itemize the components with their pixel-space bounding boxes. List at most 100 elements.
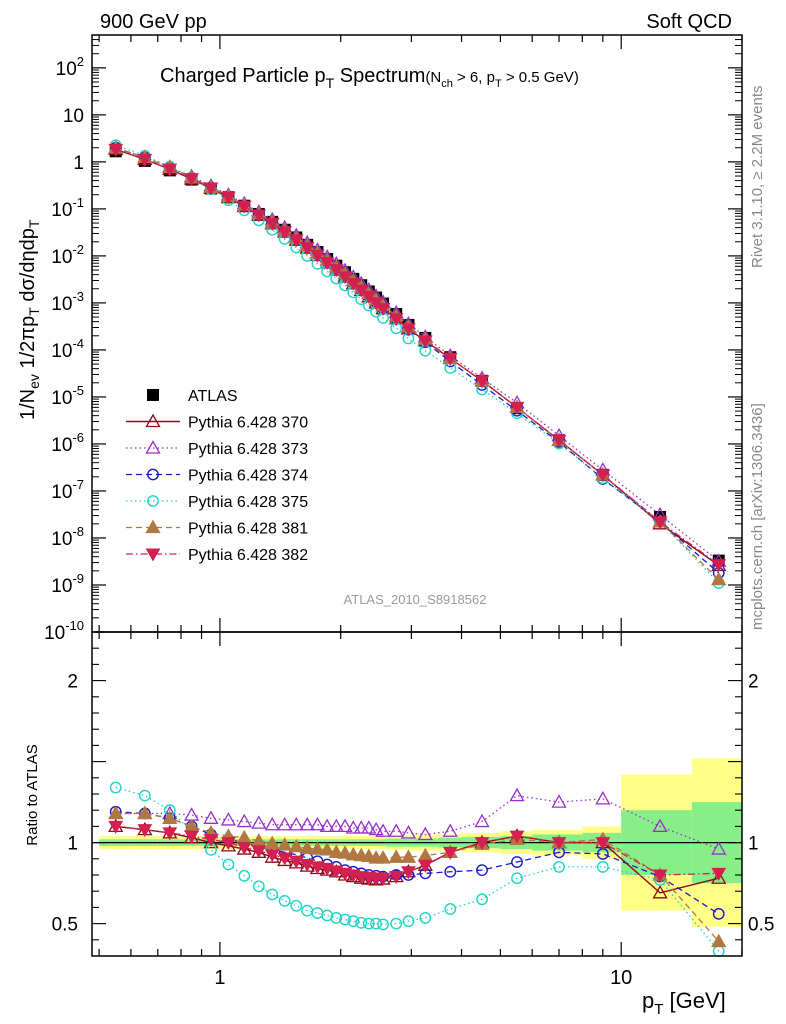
ratio-point [417, 847, 433, 862]
spectrum-point [353, 284, 369, 298]
ratio-point [203, 834, 219, 849]
side-label-mcplots: mcplots.cern.ch [arXiv:1306.3436] [749, 403, 766, 630]
ratio-point [442, 823, 458, 837]
y-tick-label: 10-1 [51, 195, 84, 221]
ratio-y-tick-label-right: 2 [748, 672, 759, 693]
ratio-point [361, 820, 377, 834]
ratio-y-tick-label: 0.5 [52, 915, 78, 936]
spectrum-point [652, 516, 668, 530]
ratio-point [339, 913, 351, 926]
title-cond-sub1: ch [441, 78, 453, 90]
spectrum-point [319, 257, 335, 271]
ratio-point [220, 812, 237, 826]
ratio-point [288, 855, 304, 869]
ratio-point [251, 815, 267, 829]
ratio-point [442, 846, 458, 860]
ratio-point [400, 849, 417, 863]
ratio-point [595, 791, 611, 805]
ratio-point [108, 805, 124, 820]
ratio-point [299, 816, 315, 831]
spectrum-point [108, 143, 124, 157]
ratio-point [551, 794, 567, 808]
header-right: Soft QCD [646, 11, 732, 33]
ratio-point [183, 807, 200, 821]
legend-marker [145, 440, 161, 454]
ratio-y-tick-label: 2 [67, 672, 78, 693]
legend-marker [147, 495, 159, 507]
ratio-point [388, 823, 404, 837]
ratio-y-tick-label: 1 [67, 834, 78, 855]
legend-entry-0: ATLAS [147, 388, 238, 405]
ratio-point [288, 838, 304, 853]
spectrum-point [711, 559, 727, 573]
legend-label: Pythia 6.428 381 [188, 521, 308, 538]
spectrum-point [137, 153, 153, 167]
ratio-point [595, 837, 611, 851]
ratio-point [551, 837, 567, 851]
title-cond-sub2: T [495, 78, 502, 90]
ratio-point [370, 917, 382, 930]
ratio-y-tick-label-right: 0.5 [748, 915, 774, 936]
legend-label: Pythia 6.428 374 [188, 468, 308, 485]
ratio-point [345, 820, 361, 834]
ratio-point [108, 820, 124, 834]
spectrum-point [345, 277, 361, 291]
ratio-point [330, 912, 343, 924]
y-tick-label: 10-8 [51, 524, 84, 550]
ratio-point [236, 841, 252, 855]
legend-marker [147, 468, 159, 481]
y-axis-label-bottom: Ratio to ATLAS [24, 744, 41, 845]
plot-title: Charged Particle pT Spectrum(Nch > 6, pT… [160, 65, 579, 91]
header-left: 900 GeV pp [100, 11, 207, 33]
spectrum-series-5 [108, 140, 727, 586]
ratio-point [309, 841, 326, 855]
ratio-point [355, 916, 368, 929]
ratio-point [444, 865, 457, 878]
ratio-point [353, 820, 369, 834]
ratio-point [137, 805, 153, 820]
spectrum-point [595, 469, 611, 483]
spectrum-point [474, 375, 490, 389]
ratio-point [264, 849, 280, 863]
ratio-point [299, 840, 315, 854]
spectrum-point [388, 313, 404, 327]
ratio-point [474, 813, 490, 828]
spectrum-point [375, 303, 391, 317]
ratio-point [388, 871, 404, 885]
x-tick-label: 1 [214, 967, 225, 989]
ratio-point [417, 826, 433, 841]
ratio-point [328, 844, 344, 858]
spectrum-point [221, 191, 236, 205]
spectrum-point [711, 571, 727, 586]
legend-label: Pythia 6.428 370 [188, 415, 308, 432]
ratio-point [203, 833, 219, 847]
spectrum-point [288, 234, 304, 248]
ratio-point [390, 917, 403, 930]
legend: ATLAS Pythia 6.428 370 Pythia 6.428 373 Pyt… [126, 388, 308, 564]
spectrum-point [417, 335, 433, 349]
ratio-line [115, 794, 719, 850]
y-tick-label: 10-5 [51, 383, 84, 409]
ratio-point [238, 869, 251, 882]
ratio-point [375, 872, 391, 886]
spectrum-point [299, 242, 315, 256]
legend-marker [145, 548, 161, 562]
ratio-point [138, 789, 151, 802]
ratio-point [220, 838, 237, 852]
ratio-point [337, 845, 353, 859]
y-tick-label: 10-7 [51, 477, 84, 503]
spectrum-point [277, 226, 293, 240]
legend-marker [145, 413, 161, 428]
ratio-point [652, 869, 668, 883]
legend-entry-3: Pythia 6.428 374 [126, 468, 308, 485]
legend-label: Pythia 6.428 373 [188, 441, 308, 458]
spectrum-point [251, 209, 267, 223]
ratio-point [109, 781, 122, 794]
title-cond-tail: > 0.5 GeV) [502, 69, 579, 86]
ratio-point [375, 823, 391, 837]
ratio-point [375, 850, 391, 864]
y-tick-label: 10-3 [51, 289, 84, 315]
ratio-point [476, 864, 488, 877]
title-main-sub: T [326, 75, 335, 91]
ratio-point [278, 895, 291, 907]
